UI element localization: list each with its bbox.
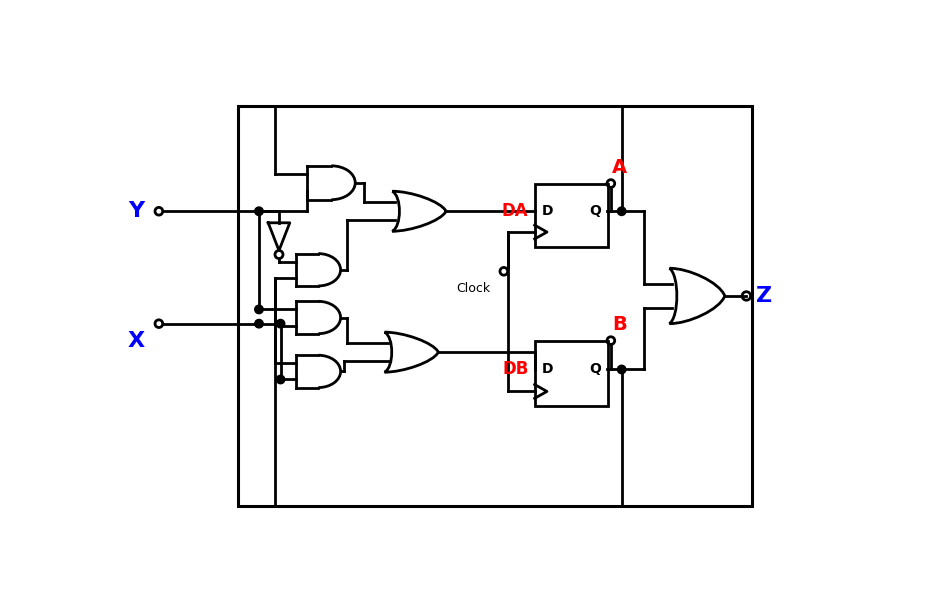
Text: X: X [127,331,144,350]
Circle shape [254,305,263,314]
Text: D: D [541,204,553,218]
Text: D: D [541,362,553,377]
Text: A: A [612,158,627,177]
Text: B: B [612,316,627,334]
Text: Y: Y [128,201,144,221]
Bar [535,341,608,406]
Circle shape [254,319,263,328]
Bar [239,106,752,506]
Bar [535,183,608,247]
Text: Clock: Clock [457,282,491,295]
Circle shape [254,207,263,216]
Text: Z: Z [756,286,772,306]
Text: Q: Q [589,362,601,377]
Circle shape [617,207,626,216]
Text: Q: Q [589,204,601,218]
Text: DA: DA [501,202,528,220]
Circle shape [617,365,626,374]
Circle shape [276,319,285,328]
Text: DB: DB [502,361,528,379]
Circle shape [276,375,285,384]
